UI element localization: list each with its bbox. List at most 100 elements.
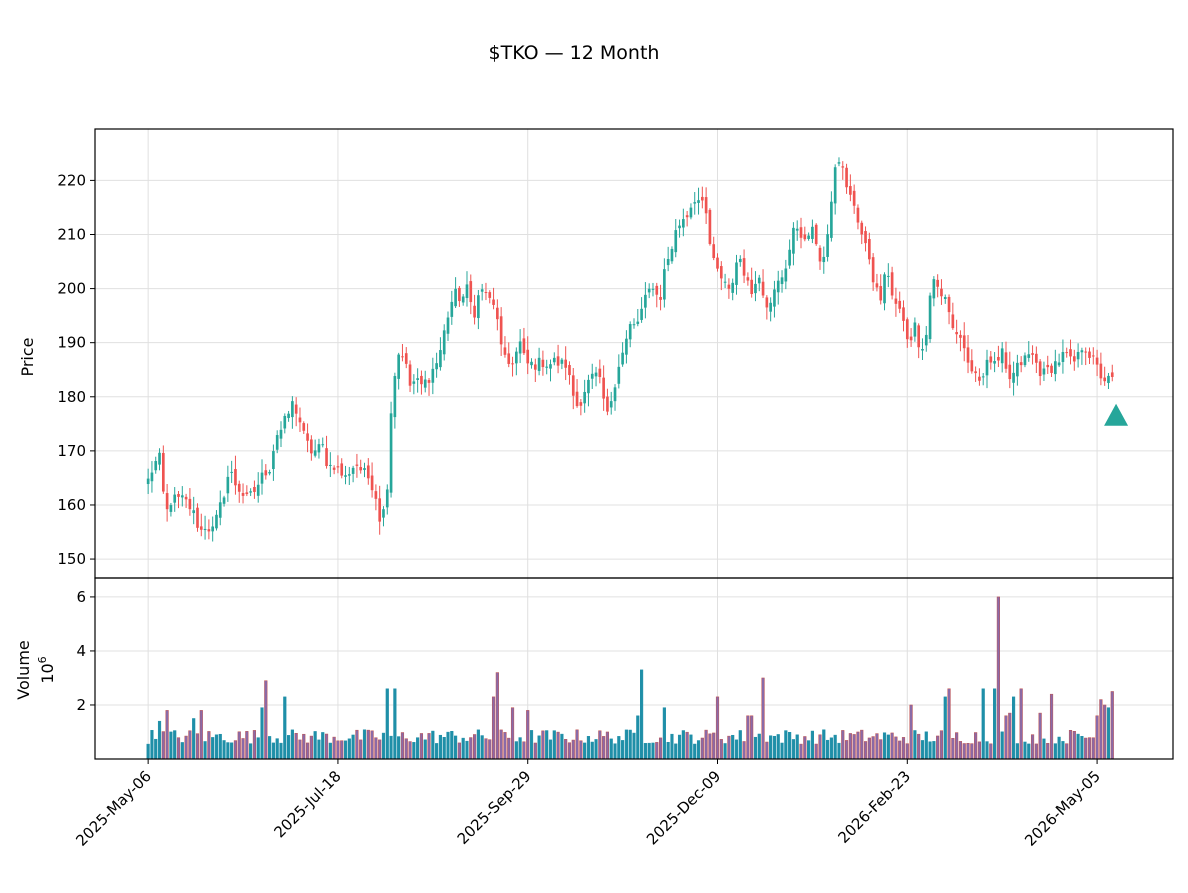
volume-bar (1057, 736, 1061, 760)
volume-bar (556, 731, 560, 760)
candle-body (886, 275, 890, 277)
candle-body (458, 287, 461, 302)
candle-body (738, 258, 742, 263)
candle-body (165, 493, 169, 510)
volume-bars (146, 596, 1114, 760)
volume-bar (408, 741, 412, 760)
candle-body (325, 448, 328, 467)
volume-bar (1019, 688, 1023, 760)
candle-body (613, 387, 617, 402)
candle-body (1080, 350, 1084, 353)
candle-body (663, 269, 666, 300)
volume-bar (1110, 691, 1114, 760)
candle-body (294, 404, 298, 414)
candle-body (959, 334, 962, 338)
volume-bar (343, 740, 348, 760)
candle-body (526, 349, 530, 364)
candle-body (632, 324, 636, 326)
volume-bar (211, 737, 215, 760)
candle-body (670, 248, 674, 262)
candle-body (651, 288, 655, 290)
volume-bar (628, 729, 632, 760)
volume-y-ticks: 2 4 6 (76, 588, 95, 714)
candle-body (902, 307, 905, 321)
candle-body (382, 509, 385, 518)
volume-bar (583, 742, 587, 760)
volume-bar (260, 707, 264, 760)
candle-body (146, 478, 150, 485)
x-tick-label: 2025-Dec-09 (643, 767, 724, 848)
volume-multiplier-base: 10 (38, 663, 57, 683)
candle-body (260, 472, 264, 484)
candle-body (359, 467, 363, 471)
candle-body (431, 368, 435, 383)
volume-bar (856, 731, 860, 760)
volume-bar (621, 740, 625, 760)
volume-bar (351, 734, 355, 760)
volume-bar (404, 738, 408, 760)
volume-tick-label: 4 (76, 642, 86, 660)
candle-body (199, 526, 203, 530)
volume-bar (696, 740, 701, 760)
candle-body (222, 497, 226, 504)
candle-body (856, 207, 860, 223)
volume-bar (476, 729, 480, 760)
price-tick-label: 160 (57, 496, 86, 514)
candle-body (427, 380, 431, 383)
volume-bar (1068, 729, 1073, 760)
volume-bar (507, 737, 511, 760)
candle-body (378, 498, 382, 522)
candle-body (826, 234, 829, 257)
candle-body (385, 489, 389, 508)
volume-bar (632, 732, 636, 760)
volume-bar (423, 739, 427, 760)
volume-bar (157, 720, 162, 760)
volume-bar (917, 733, 921, 760)
volume-bar (237, 731, 241, 760)
candle-body (1107, 375, 1110, 384)
candle-body (552, 357, 556, 363)
volume-bar (932, 741, 936, 760)
volume-panel-frame (94, 577, 1174, 760)
candle-body (924, 334, 928, 346)
price-panel-frame (94, 128, 1174, 579)
candle-body (716, 257, 719, 269)
volume-bar (658, 737, 663, 760)
candle-body (697, 200, 700, 203)
volume-bar (871, 736, 875, 760)
volume-bar (1087, 737, 1092, 760)
candle-body (757, 277, 761, 284)
volume-bar (203, 741, 207, 760)
volume-bar (685, 731, 689, 760)
candle-body (158, 452, 161, 465)
candle-body (207, 529, 211, 532)
candle-body (609, 401, 613, 408)
volume-bar (795, 734, 799, 760)
candle-body (283, 415, 287, 429)
candle-body (644, 294, 647, 308)
volume-bar (890, 732, 894, 760)
candle-body (1008, 364, 1012, 380)
volume-bar (734, 739, 739, 760)
volume-bar (1038, 712, 1042, 760)
volume-bar (981, 688, 985, 760)
candle-body (560, 359, 564, 364)
volume-bar (499, 729, 503, 760)
candle-body (374, 491, 378, 499)
candle-body (556, 356, 560, 366)
candle-body (496, 307, 499, 320)
candle-body (234, 469, 237, 486)
volume-bar (598, 730, 602, 760)
volume-bar (651, 742, 655, 760)
candle-body (754, 283, 757, 294)
volume-bar (674, 743, 678, 760)
candle-body (575, 391, 579, 407)
volume-bar (571, 739, 575, 760)
volume-bar (1061, 741, 1065, 760)
candle-body (412, 381, 416, 384)
candle-body (196, 507, 199, 528)
buy-signal-marker (1104, 403, 1129, 426)
volume-bar (1072, 731, 1076, 760)
volume-bar (1095, 715, 1099, 760)
volume-bar (355, 729, 359, 760)
